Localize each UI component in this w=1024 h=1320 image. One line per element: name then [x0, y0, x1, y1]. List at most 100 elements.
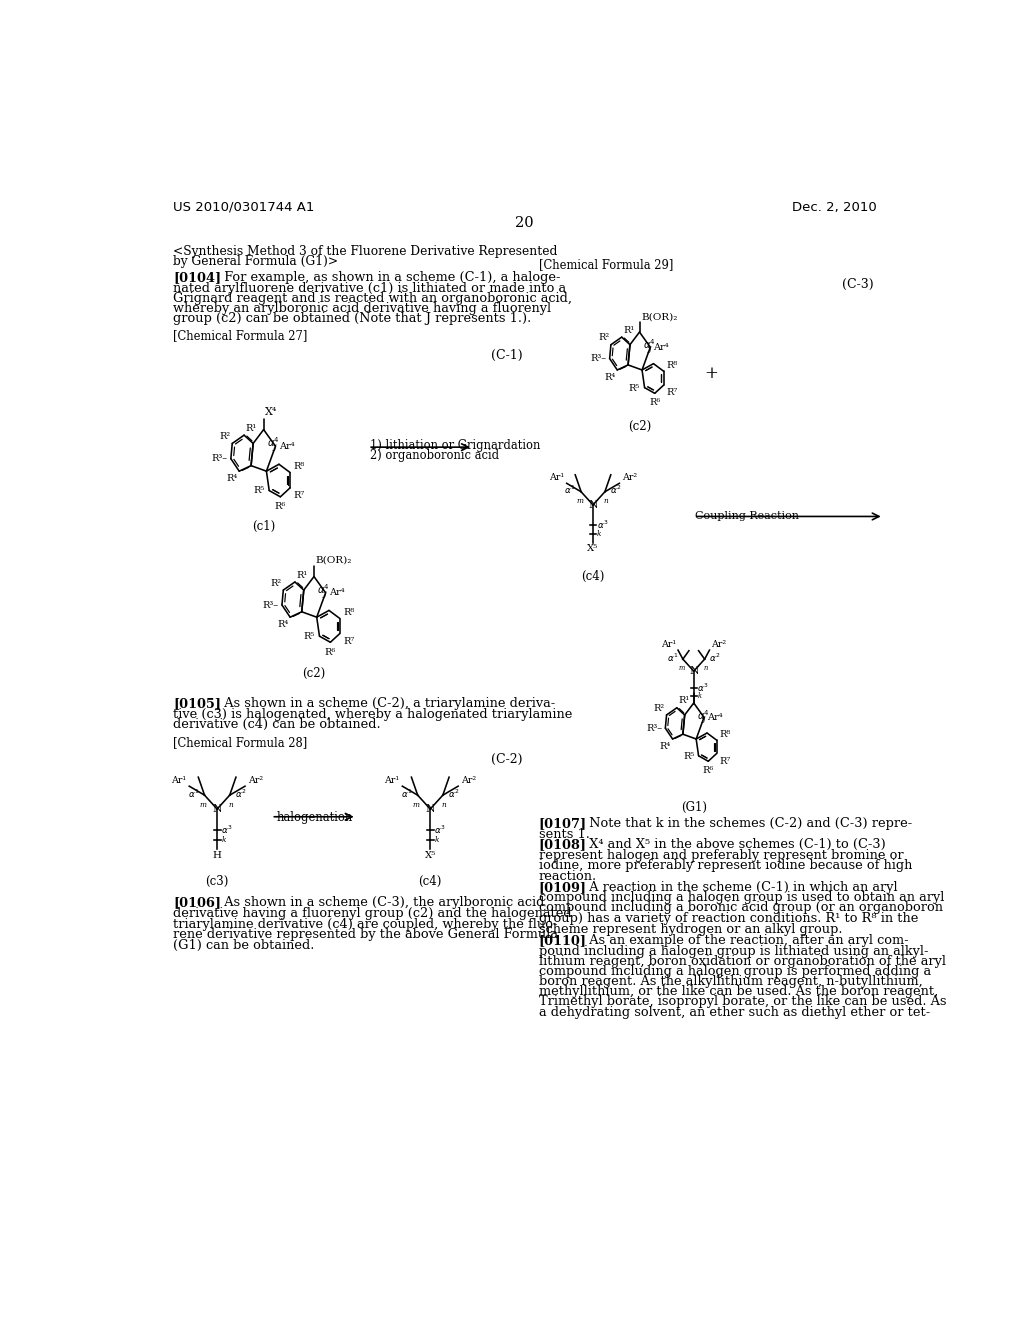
Text: 2) organoboronic acid: 2) organoboronic acid — [370, 449, 499, 462]
Text: X⁵: X⁵ — [588, 544, 599, 553]
Text: R⁷: R⁷ — [293, 491, 304, 500]
Text: R¹: R¹ — [297, 570, 307, 579]
Text: $\alpha^1$: $\alpha^1$ — [400, 788, 412, 800]
Text: N: N — [212, 804, 222, 814]
Text: whereby an arylboronic acid derivative having a fluorenyl: whereby an arylboronic acid derivative h… — [173, 302, 551, 315]
Text: (C-3): (C-3) — [842, 277, 873, 290]
Text: (c4): (c4) — [582, 570, 605, 583]
Text: sents 1.: sents 1. — [539, 828, 590, 841]
Text: Grignard reagent and is reacted with an organoboronic acid,: Grignard reagent and is reacted with an … — [173, 292, 572, 305]
Text: R²: R² — [654, 704, 665, 713]
Text: R⁶: R⁶ — [702, 766, 714, 775]
Text: [Chemical Formula 29]: [Chemical Formula 29] — [539, 259, 673, 272]
Text: iodine, more preferably represent iodine because of high: iodine, more preferably represent iodine… — [539, 859, 912, 873]
Text: R²: R² — [219, 432, 230, 441]
Text: R⁵: R⁵ — [303, 632, 314, 642]
Text: [0109]: [0109] — [539, 880, 587, 894]
Text: (c4): (c4) — [419, 875, 442, 887]
Text: Trimethyl borate, isopropyl borate, or the like can be used. As: Trimethyl borate, isopropyl borate, or t… — [539, 995, 946, 1008]
Text: $\alpha^1$: $\alpha^1$ — [187, 788, 199, 800]
Text: $\alpha^3$: $\alpha^3$ — [597, 519, 608, 531]
Text: Ar²: Ar² — [248, 776, 263, 784]
Text: <Synthesis Method 3 of the Fluorene Derivative Represented: <Synthesis Method 3 of the Fluorene Deri… — [173, 244, 557, 257]
Text: Ar²: Ar² — [711, 640, 726, 648]
Text: j: j — [648, 345, 651, 352]
Text: R⁷: R⁷ — [343, 636, 354, 645]
Text: B(OR)₂: B(OR)₂ — [641, 313, 678, 321]
Text: R⁸: R⁸ — [720, 730, 731, 739]
Text: R³–: R³– — [263, 601, 279, 610]
Text: Ar²: Ar² — [622, 473, 637, 482]
Text: group) has a variety of reaction conditions. R¹ to R⁸ in the: group) has a variety of reaction conditi… — [539, 912, 919, 925]
Text: X⁴: X⁴ — [265, 407, 278, 417]
Text: $\alpha^4$: $\alpha^4$ — [266, 436, 280, 449]
Text: [0110]: [0110] — [539, 933, 587, 946]
Text: Dec. 2, 2010: Dec. 2, 2010 — [792, 201, 877, 214]
Text: [0104]: [0104] — [173, 271, 221, 284]
Text: $\alpha^1$: $\alpha^1$ — [564, 484, 575, 496]
Text: 1) lithiation or Grignardation: 1) lithiation or Grignardation — [370, 438, 541, 451]
Text: R⁶: R⁶ — [649, 399, 660, 408]
Text: R⁷: R⁷ — [667, 388, 678, 397]
Text: N: N — [689, 667, 698, 676]
Text: $\alpha^2$: $\alpha^2$ — [236, 788, 247, 800]
Text: compound including a halogen group is performed adding a: compound including a halogen group is pe… — [539, 965, 931, 978]
Text: m: m — [577, 498, 584, 506]
Text: (G1): (G1) — [681, 801, 707, 814]
Text: N: N — [588, 500, 598, 510]
Text: $\alpha^1$: $\alpha^1$ — [667, 651, 678, 664]
Text: US 2010/0301744 A1: US 2010/0301744 A1 — [173, 201, 314, 214]
Text: k: k — [221, 836, 226, 843]
Text: R⁴: R⁴ — [604, 374, 615, 381]
Text: methyllithium, or the like can be used. As the boron reagent,: methyllithium, or the like can be used. … — [539, 985, 938, 998]
Text: (c3): (c3) — [206, 875, 228, 887]
Text: X⁵: X⁵ — [425, 851, 436, 859]
Text: $\alpha^3$: $\alpha^3$ — [221, 824, 232, 836]
Text: scheme represent hydrogen or an alkyl group.: scheme represent hydrogen or an alkyl gr… — [539, 923, 843, 936]
Text: n: n — [604, 498, 608, 506]
Text: $\alpha^4$: $\alpha^4$ — [697, 708, 710, 722]
Text: (G1) can be obtained.: (G1) can be obtained. — [173, 940, 314, 952]
Text: [Chemical Formula 28]: [Chemical Formula 28] — [173, 737, 307, 748]
Text: $\alpha^4$: $\alpha^4$ — [317, 582, 330, 595]
Text: R²: R² — [270, 578, 282, 587]
Text: [0106]: [0106] — [173, 896, 221, 909]
Text: [0107]: [0107] — [539, 817, 587, 830]
Text: R²: R² — [598, 334, 609, 342]
Text: R⁴: R⁴ — [278, 620, 289, 630]
Text: For example, as shown in a scheme (C-1), a haloge-: For example, as shown in a scheme (C-1),… — [216, 271, 560, 284]
Text: (C-1): (C-1) — [490, 350, 522, 363]
Text: Note that k in the schemes (C-2) and (C-3) repre-: Note that k in the schemes (C-2) and (C-… — [582, 817, 912, 830]
Text: n: n — [703, 664, 708, 672]
Text: group (c2) can be obtained (Note that J represents 1.).: group (c2) can be obtained (Note that J … — [173, 312, 531, 325]
Text: R¹: R¹ — [246, 424, 257, 433]
Text: n: n — [441, 801, 446, 809]
Text: 20: 20 — [515, 216, 535, 230]
Text: R⁵: R⁵ — [253, 487, 264, 495]
Text: Ar⁴: Ar⁴ — [708, 713, 723, 722]
Text: (C-2): (C-2) — [490, 752, 522, 766]
Text: R⁶: R⁶ — [274, 503, 286, 511]
Text: m: m — [679, 664, 685, 672]
Text: B(OR)₂: B(OR)₂ — [315, 556, 352, 565]
Text: lithium reagent, boron oxidation or organoboration of the aryl: lithium reagent, boron oxidation or orga… — [539, 954, 946, 968]
Text: R³–: R³– — [646, 723, 663, 733]
Text: Ar¹: Ar¹ — [384, 776, 399, 784]
Text: H: H — [213, 851, 221, 859]
Text: halogenation: halogenation — [276, 812, 353, 825]
Text: by General Formula (G1)>: by General Formula (G1)> — [173, 256, 338, 268]
Text: j: j — [324, 590, 327, 598]
Text: Ar¹: Ar¹ — [549, 473, 564, 482]
Text: R³–: R³– — [212, 454, 227, 463]
Text: (c1): (c1) — [252, 520, 275, 533]
Text: Ar⁴: Ar⁴ — [279, 442, 294, 450]
Text: n: n — [228, 801, 233, 809]
Text: Ar¹: Ar¹ — [171, 776, 186, 784]
Text: [0105]: [0105] — [173, 697, 221, 710]
Text: triarylamine derivative (c4) are coupled, whereby the fluo-: triarylamine derivative (c4) are coupled… — [173, 917, 557, 931]
Text: k: k — [434, 836, 439, 843]
Text: a dehydrating solvent, an ether such as diethyl ether or tet-: a dehydrating solvent, an ether such as … — [539, 1006, 930, 1019]
Text: As shown in a scheme (C-3), the arylboronic acid: As shown in a scheme (C-3), the arylboro… — [216, 896, 544, 909]
Text: R⁵: R⁵ — [629, 384, 640, 393]
Text: X⁴ and X⁵ in the above schemes (C-1) to (C-3): X⁴ and X⁵ in the above schemes (C-1) to … — [582, 838, 886, 851]
